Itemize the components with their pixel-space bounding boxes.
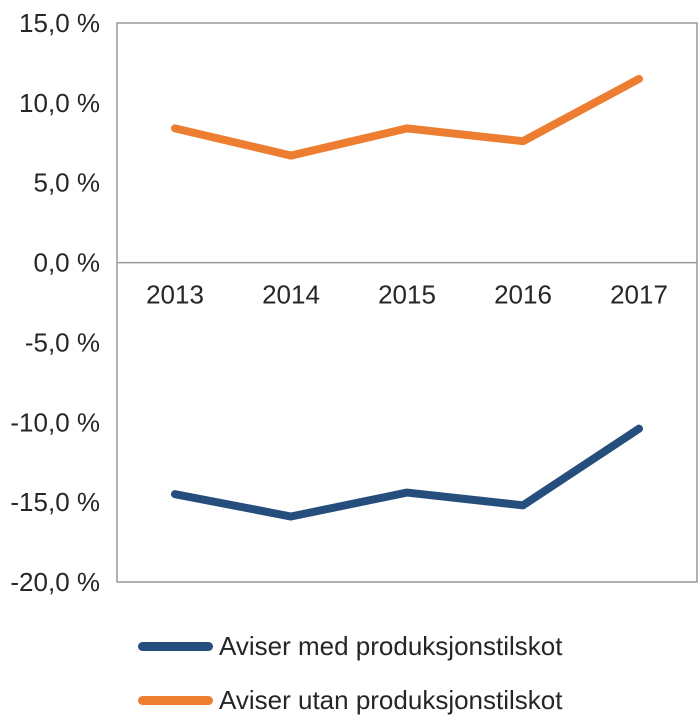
legend-item-utan: Aviser utan produksjonstilskot	[138, 685, 562, 715]
y-tick-label: -5,0 %	[25, 327, 100, 357]
y-tick-label: -15,0 %	[10, 487, 100, 517]
y-tick-label: -20,0 %	[10, 567, 100, 597]
series-line-1	[171, 74, 643, 160]
chart-plot-area: 15,0 % 10,0 % 5,0 % 0,0 % -5,0 % -10,0 % -15,0…	[10, 8, 698, 597]
x-tick-label: 2017	[610, 280, 668, 310]
y-tick-label: 0,0 %	[34, 248, 101, 278]
y-tick-label: 10,0 %	[19, 88, 100, 118]
legend-swatch-utan-icon	[138, 695, 213, 705]
legend-label-med: Aviser med produksjonstilskot	[219, 630, 563, 661]
x-tick-label: 2014	[262, 280, 320, 310]
legend-swatch-med-icon	[138, 641, 213, 651]
chart-legend: Aviser med produksjonstilskot Aviser uta…	[138, 631, 562, 715]
series-line-0	[171, 424, 643, 521]
legend-item-med: Aviser med produksjonstilskot	[138, 631, 562, 661]
x-tick-label: 2016	[494, 280, 552, 310]
y-tick-label: 15,0 %	[19, 8, 100, 38]
y-tick-label: 5,0 %	[34, 168, 101, 198]
plot-border	[116, 22, 698, 583]
y-tick-label: -10,0 %	[10, 407, 100, 437]
x-tick-label: 2015	[378, 280, 436, 310]
x-tick-label: 2013	[146, 280, 204, 310]
legend-label-utan: Aviser utan produksjonstilskot	[219, 684, 563, 715]
